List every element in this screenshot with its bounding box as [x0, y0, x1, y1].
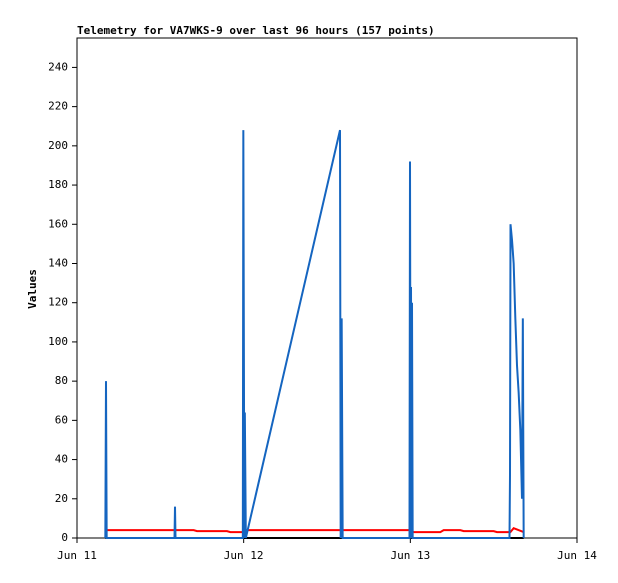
y-axis-label: Values [26, 269, 39, 309]
y-tick-label: 20 [55, 492, 68, 505]
y-tick-label: 180 [48, 178, 68, 191]
y-tick-label: 0 [61, 531, 68, 544]
y-tick-label: 240 [48, 60, 68, 73]
y-tick-label: 100 [48, 335, 68, 348]
y-tick-label: 60 [55, 413, 68, 426]
x-tick-label: Jun 14 [557, 549, 597, 562]
y-tick-label: 200 [48, 139, 68, 152]
x-tick-label: Jun 12 [224, 549, 264, 562]
chart-title: Telemetry for VA7WKS-9 over last 96 hour… [77, 24, 435, 37]
x-tick-label: Jun 13 [390, 549, 430, 562]
series-line [105, 527, 525, 534]
x-tick-label: Jun 11 [57, 549, 97, 562]
y-tick-label: 120 [48, 296, 68, 309]
y-tick-label: 140 [48, 256, 68, 269]
y-tick-label: 40 [55, 453, 68, 466]
y-tick-label: 160 [48, 217, 68, 230]
y-tick-label: 80 [55, 374, 68, 387]
plot-frame [76, 37, 578, 539]
y-tick-label: 220 [48, 100, 68, 113]
series-line [104, 129, 525, 539]
